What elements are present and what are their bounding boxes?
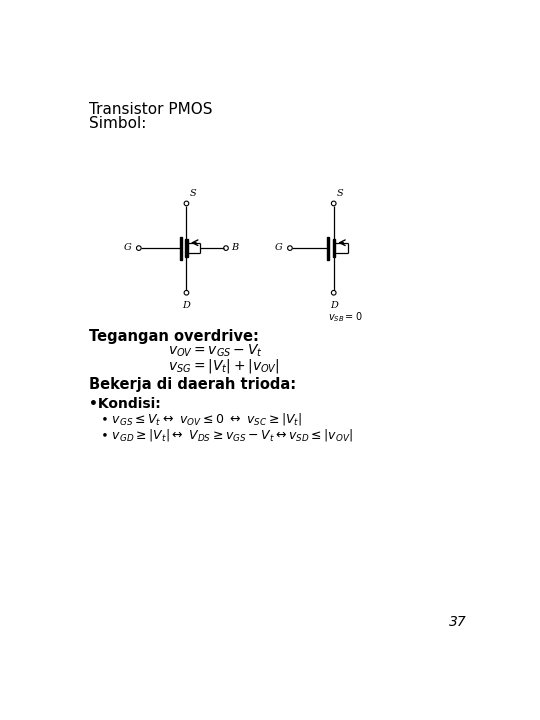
Text: Simbol:: Simbol: xyxy=(89,116,146,130)
Bar xyxy=(180,237,182,260)
Text: G: G xyxy=(124,243,132,252)
Text: D: D xyxy=(183,301,191,310)
Text: $v_{OV} = v_{GS} - V_t$: $v_{OV} = v_{GS} - V_t$ xyxy=(168,343,263,359)
Text: S: S xyxy=(337,189,343,198)
Text: 37: 37 xyxy=(449,616,467,629)
Text: B: B xyxy=(232,243,239,252)
Text: $v_{SG} =|V_t| + |v_{OV}|$: $v_{SG} =|V_t| + |v_{OV}|$ xyxy=(168,357,280,375)
Text: Tegangan overdrive:: Tegangan overdrive: xyxy=(89,329,259,344)
Text: Bekerja di daerah trioda:: Bekerja di daerah trioda: xyxy=(89,377,296,392)
Text: D: D xyxy=(330,301,338,310)
Bar xyxy=(327,237,329,260)
Text: Transistor PMOS: Transistor PMOS xyxy=(89,102,213,117)
Text: $\bullet\ v_{GS} \leq V_t \leftrightarrow\ v_{OV} \leq 0\ \leftrightarrow\ v_{SC: $\bullet\ v_{GS} \leq V_t \leftrightarro… xyxy=(100,411,302,428)
Text: $v_{SB} = 0$: $v_{SB} = 0$ xyxy=(328,310,362,324)
Text: $\bullet\ v_{GD} \geq |V_t| \leftrightarrow\ V_{DS} \geq v_{GS} - V_t \leftright: $\bullet\ v_{GD} \geq |V_t| \leftrightar… xyxy=(100,427,353,443)
Bar xyxy=(333,239,335,257)
Text: •Kondisi:: •Kondisi: xyxy=(89,397,161,411)
Bar xyxy=(185,239,187,257)
Text: S: S xyxy=(190,189,196,198)
Text: G: G xyxy=(275,243,283,252)
